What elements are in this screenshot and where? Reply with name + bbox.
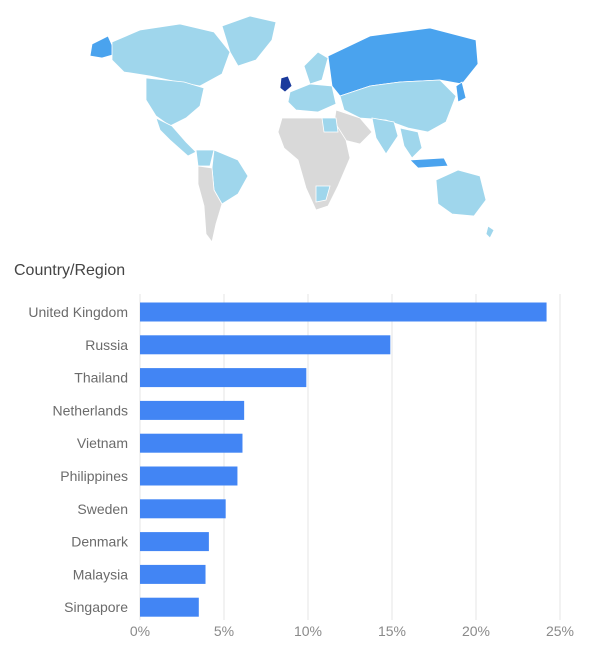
map-region-japan[interactable]: [455, 81, 467, 103]
bar[interactable]: [140, 302, 547, 322]
map-region-india[interactable]: [371, 117, 399, 155]
map-region-south-africa[interactable]: [315, 185, 331, 203]
map-region-usa[interactable]: [145, 77, 205, 127]
category-label: United Kingdom: [28, 304, 128, 320]
category-label: Denmark: [71, 534, 129, 550]
bar[interactable]: [140, 532, 209, 552]
category-label-layer: United Kingdom Russia Thailand Netherlands V…: [28, 304, 129, 615]
category-label: Malaysia: [73, 566, 128, 582]
map-region-united-kingdom[interactable]: [279, 75, 293, 93]
bar[interactable]: [140, 466, 238, 486]
bar[interactable]: [140, 335, 391, 355]
bar[interactable]: [140, 400, 245, 420]
map-region-scandinavia[interactable]: [303, 51, 329, 85]
map-region-mexico[interactable]: [155, 117, 197, 157]
section-title: Country/Region: [14, 262, 126, 279]
x-tick-label: 15%: [378, 623, 406, 639]
category-label: Russia: [85, 337, 128, 353]
category-label: Vietnam: [77, 435, 128, 451]
map-region-russia[interactable]: [327, 27, 479, 97]
bar-layer: [140, 302, 547, 617]
bar[interactable]: [140, 564, 206, 584]
map-region-egypt[interactable]: [321, 117, 339, 133]
category-label: Philippines: [60, 468, 128, 484]
bar[interactable]: [140, 433, 243, 453]
map-region-australia[interactable]: [435, 169, 487, 217]
bar[interactable]: [140, 597, 199, 617]
x-tick-label: 10%: [294, 623, 322, 639]
map-region-southeast-asia[interactable]: [399, 127, 423, 159]
map-region-new-zealand[interactable]: [485, 225, 495, 239]
map-region-europe[interactable]: [287, 83, 337, 113]
x-tick-label: 20%: [462, 623, 490, 639]
map-region-africa[interactable]: [277, 117, 351, 211]
category-label: Netherlands: [53, 402, 129, 418]
x-tick-label-layer: 0% 5% 10% 15% 20% 25%: [130, 623, 574, 639]
map-region-colombia[interactable]: [195, 149, 215, 167]
bar[interactable]: [140, 499, 226, 519]
country-bar-chart: United Kingdom Russia Thailand Netherlands V…: [28, 294, 574, 639]
category-label: Singapore: [64, 599, 128, 615]
category-label: Thailand: [74, 370, 128, 386]
world-map: [89, 15, 495, 243]
map-region-canada[interactable]: [111, 23, 231, 87]
map-region-south-america-other[interactable]: [197, 165, 223, 243]
map-region-asia[interactable]: [339, 79, 457, 133]
x-tick-label: 25%: [546, 623, 574, 639]
map-region-greenland[interactable]: [221, 15, 277, 67]
x-tick-label: 0%: [130, 623, 150, 639]
bar[interactable]: [140, 368, 307, 388]
map-region-alaska[interactable]: [89, 35, 117, 59]
category-label: Sweden: [77, 501, 128, 517]
map-region-indonesia[interactable]: [409, 157, 449, 169]
x-tick-label: 5%: [214, 623, 234, 639]
